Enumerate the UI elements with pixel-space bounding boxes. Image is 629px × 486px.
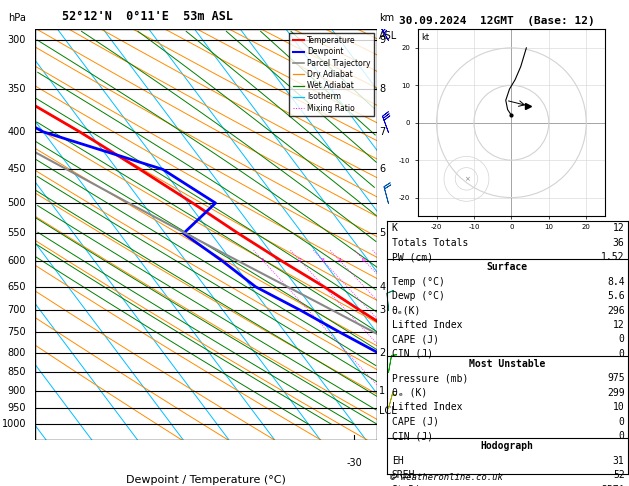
Text: 2: 2 xyxy=(379,348,386,358)
Legend: Temperature, Dewpoint, Parcel Trajectory, Dry Adiabat, Wet Adiabat, Isotherm, Mi: Temperature, Dewpoint, Parcel Trajectory… xyxy=(289,33,374,116)
Text: 0: 0 xyxy=(619,431,625,441)
Text: 3: 3 xyxy=(320,258,325,262)
Text: 8.4: 8.4 xyxy=(607,277,625,287)
Text: 1: 1 xyxy=(260,258,265,262)
Text: K: K xyxy=(392,223,398,233)
Text: 52°12'N  0°11'E  53m ASL: 52°12'N 0°11'E 53m ASL xyxy=(62,10,233,23)
Text: 0: 0 xyxy=(619,334,625,345)
Text: 36: 36 xyxy=(613,238,625,248)
Text: 296: 296 xyxy=(607,306,625,315)
Text: km: km xyxy=(379,13,394,23)
Text: 600: 600 xyxy=(8,256,26,266)
Text: ASL: ASL xyxy=(379,31,398,41)
Text: PW (cm): PW (cm) xyxy=(392,252,433,262)
Text: 5.6: 5.6 xyxy=(607,291,625,301)
Text: 12: 12 xyxy=(613,223,625,233)
Text: 12: 12 xyxy=(613,320,625,330)
Text: © weatheronline.co.uk: © weatheronline.co.uk xyxy=(390,473,503,482)
Text: 8: 8 xyxy=(379,84,385,94)
Text: 550: 550 xyxy=(8,228,26,239)
Text: 6: 6 xyxy=(379,164,385,174)
Text: Most Unstable: Most Unstable xyxy=(469,359,545,369)
Text: 1000: 1000 xyxy=(1,419,26,429)
Text: kt: kt xyxy=(421,33,430,42)
Text: 30.09.2024  12GMT  (Base: 12): 30.09.2024 12GMT (Base: 12) xyxy=(399,16,595,26)
Text: 52: 52 xyxy=(613,470,625,480)
Text: 900: 900 xyxy=(8,385,26,396)
Text: 700: 700 xyxy=(8,305,26,315)
Text: hPa: hPa xyxy=(8,13,26,23)
Text: θₑ(K): θₑ(K) xyxy=(392,306,421,315)
Text: Dewp (°C): Dewp (°C) xyxy=(392,291,445,301)
Text: 300: 300 xyxy=(8,35,26,45)
Text: LCL: LCL xyxy=(379,406,397,416)
Text: Lifted Index: Lifted Index xyxy=(392,402,462,412)
Text: 975: 975 xyxy=(607,373,625,383)
Text: CAPE (J): CAPE (J) xyxy=(392,334,439,345)
Text: 4: 4 xyxy=(379,282,385,292)
Text: 450: 450 xyxy=(8,164,26,174)
Text: θₑ (K): θₑ (K) xyxy=(392,388,427,398)
Text: Lifted Index: Lifted Index xyxy=(392,320,462,330)
Text: StmDir: StmDir xyxy=(392,485,427,486)
Text: 800: 800 xyxy=(8,348,26,358)
Text: 9: 9 xyxy=(379,35,385,45)
Text: 400: 400 xyxy=(8,127,26,137)
Text: 2: 2 xyxy=(298,258,301,262)
Text: EH: EH xyxy=(392,456,404,466)
Text: 350: 350 xyxy=(8,84,26,94)
Text: 500: 500 xyxy=(8,198,26,208)
Text: SREH: SREH xyxy=(392,470,415,480)
Text: 850: 850 xyxy=(8,367,26,378)
Text: Temp (°C): Temp (°C) xyxy=(392,277,445,287)
Text: 750: 750 xyxy=(8,328,26,337)
Text: Dewpoint / Temperature (°C): Dewpoint / Temperature (°C) xyxy=(126,475,286,485)
Text: CAPE (J): CAPE (J) xyxy=(392,417,439,427)
Text: CIN (J): CIN (J) xyxy=(392,431,433,441)
Text: 10: 10 xyxy=(613,402,625,412)
Text: 5: 5 xyxy=(379,228,386,239)
Text: CIN (J): CIN (J) xyxy=(392,349,433,359)
Text: Totals Totals: Totals Totals xyxy=(392,238,468,248)
Text: 7: 7 xyxy=(379,127,386,137)
Text: 299: 299 xyxy=(607,388,625,398)
Text: 950: 950 xyxy=(8,403,26,413)
Text: 1: 1 xyxy=(379,385,385,396)
Text: 6: 6 xyxy=(362,258,366,262)
Text: 650: 650 xyxy=(8,282,26,292)
Text: 4: 4 xyxy=(337,258,342,262)
Text: 257°: 257° xyxy=(601,485,625,486)
Text: ×: × xyxy=(464,176,469,182)
Text: Pressure (mb): Pressure (mb) xyxy=(392,373,468,383)
Text: -30: -30 xyxy=(347,458,362,469)
Text: 3: 3 xyxy=(379,305,385,315)
Text: Surface: Surface xyxy=(487,262,528,272)
Text: 0: 0 xyxy=(619,349,625,359)
Text: 0: 0 xyxy=(619,417,625,427)
Text: 1.52: 1.52 xyxy=(601,252,625,262)
Text: Hodograph: Hodograph xyxy=(481,441,534,451)
Text: 31: 31 xyxy=(613,456,625,466)
